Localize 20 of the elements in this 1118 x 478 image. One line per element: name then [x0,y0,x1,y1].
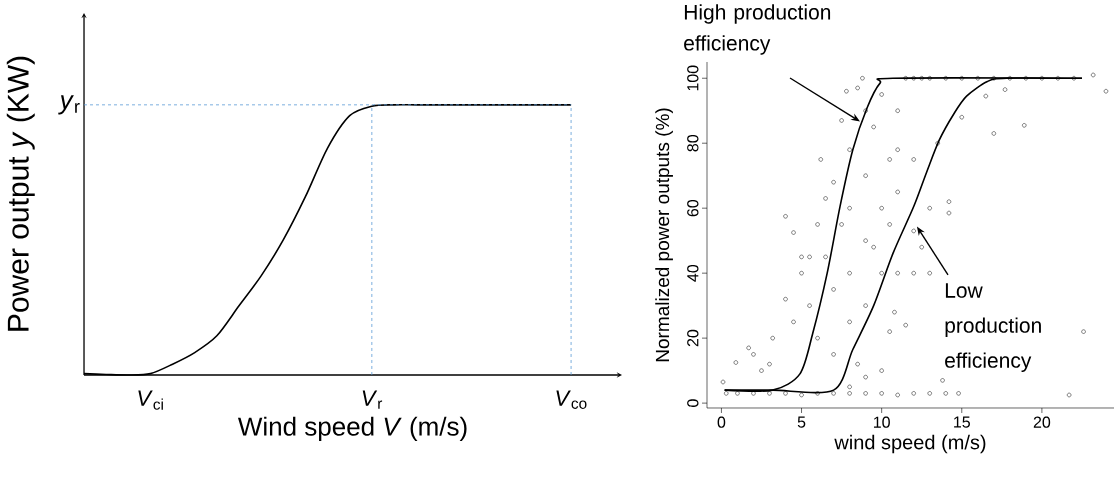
y-axis-title: Power output y (KW) [6,56,35,331]
y-tick-label: 20 [687,329,699,347]
y-tick-label: 80 [687,134,699,152]
x-tick-label: 10 [873,416,890,428]
x-tick-label: V$_{r}$ [362,390,383,409]
x-axis-title: wind speed (m/s) [834,434,986,454]
x-tick-label: 20 [1033,416,1051,428]
annotation: Low production efficiency [945,283,1041,372]
ref-line-label: y$_{r}$ [58,95,80,115]
y-axis-title: Normalized power outputs (%) [655,108,673,362]
x-axis-title: Wind speed V (m/s) [237,416,467,441]
y-tick-label: 40 [687,264,699,282]
x-tick-label: V$_{ci}$ [138,390,163,410]
y-tick-label: 60 [687,199,699,217]
annotation: High production efficiency [684,4,831,55]
x-tick-label: 5 [797,416,806,428]
x-tick-label: 0 [717,416,726,428]
x-tick-label: 15 [954,416,970,428]
y-tick-label: 100 [687,65,699,91]
x-tick-label: V$_{co}$ [556,390,587,409]
